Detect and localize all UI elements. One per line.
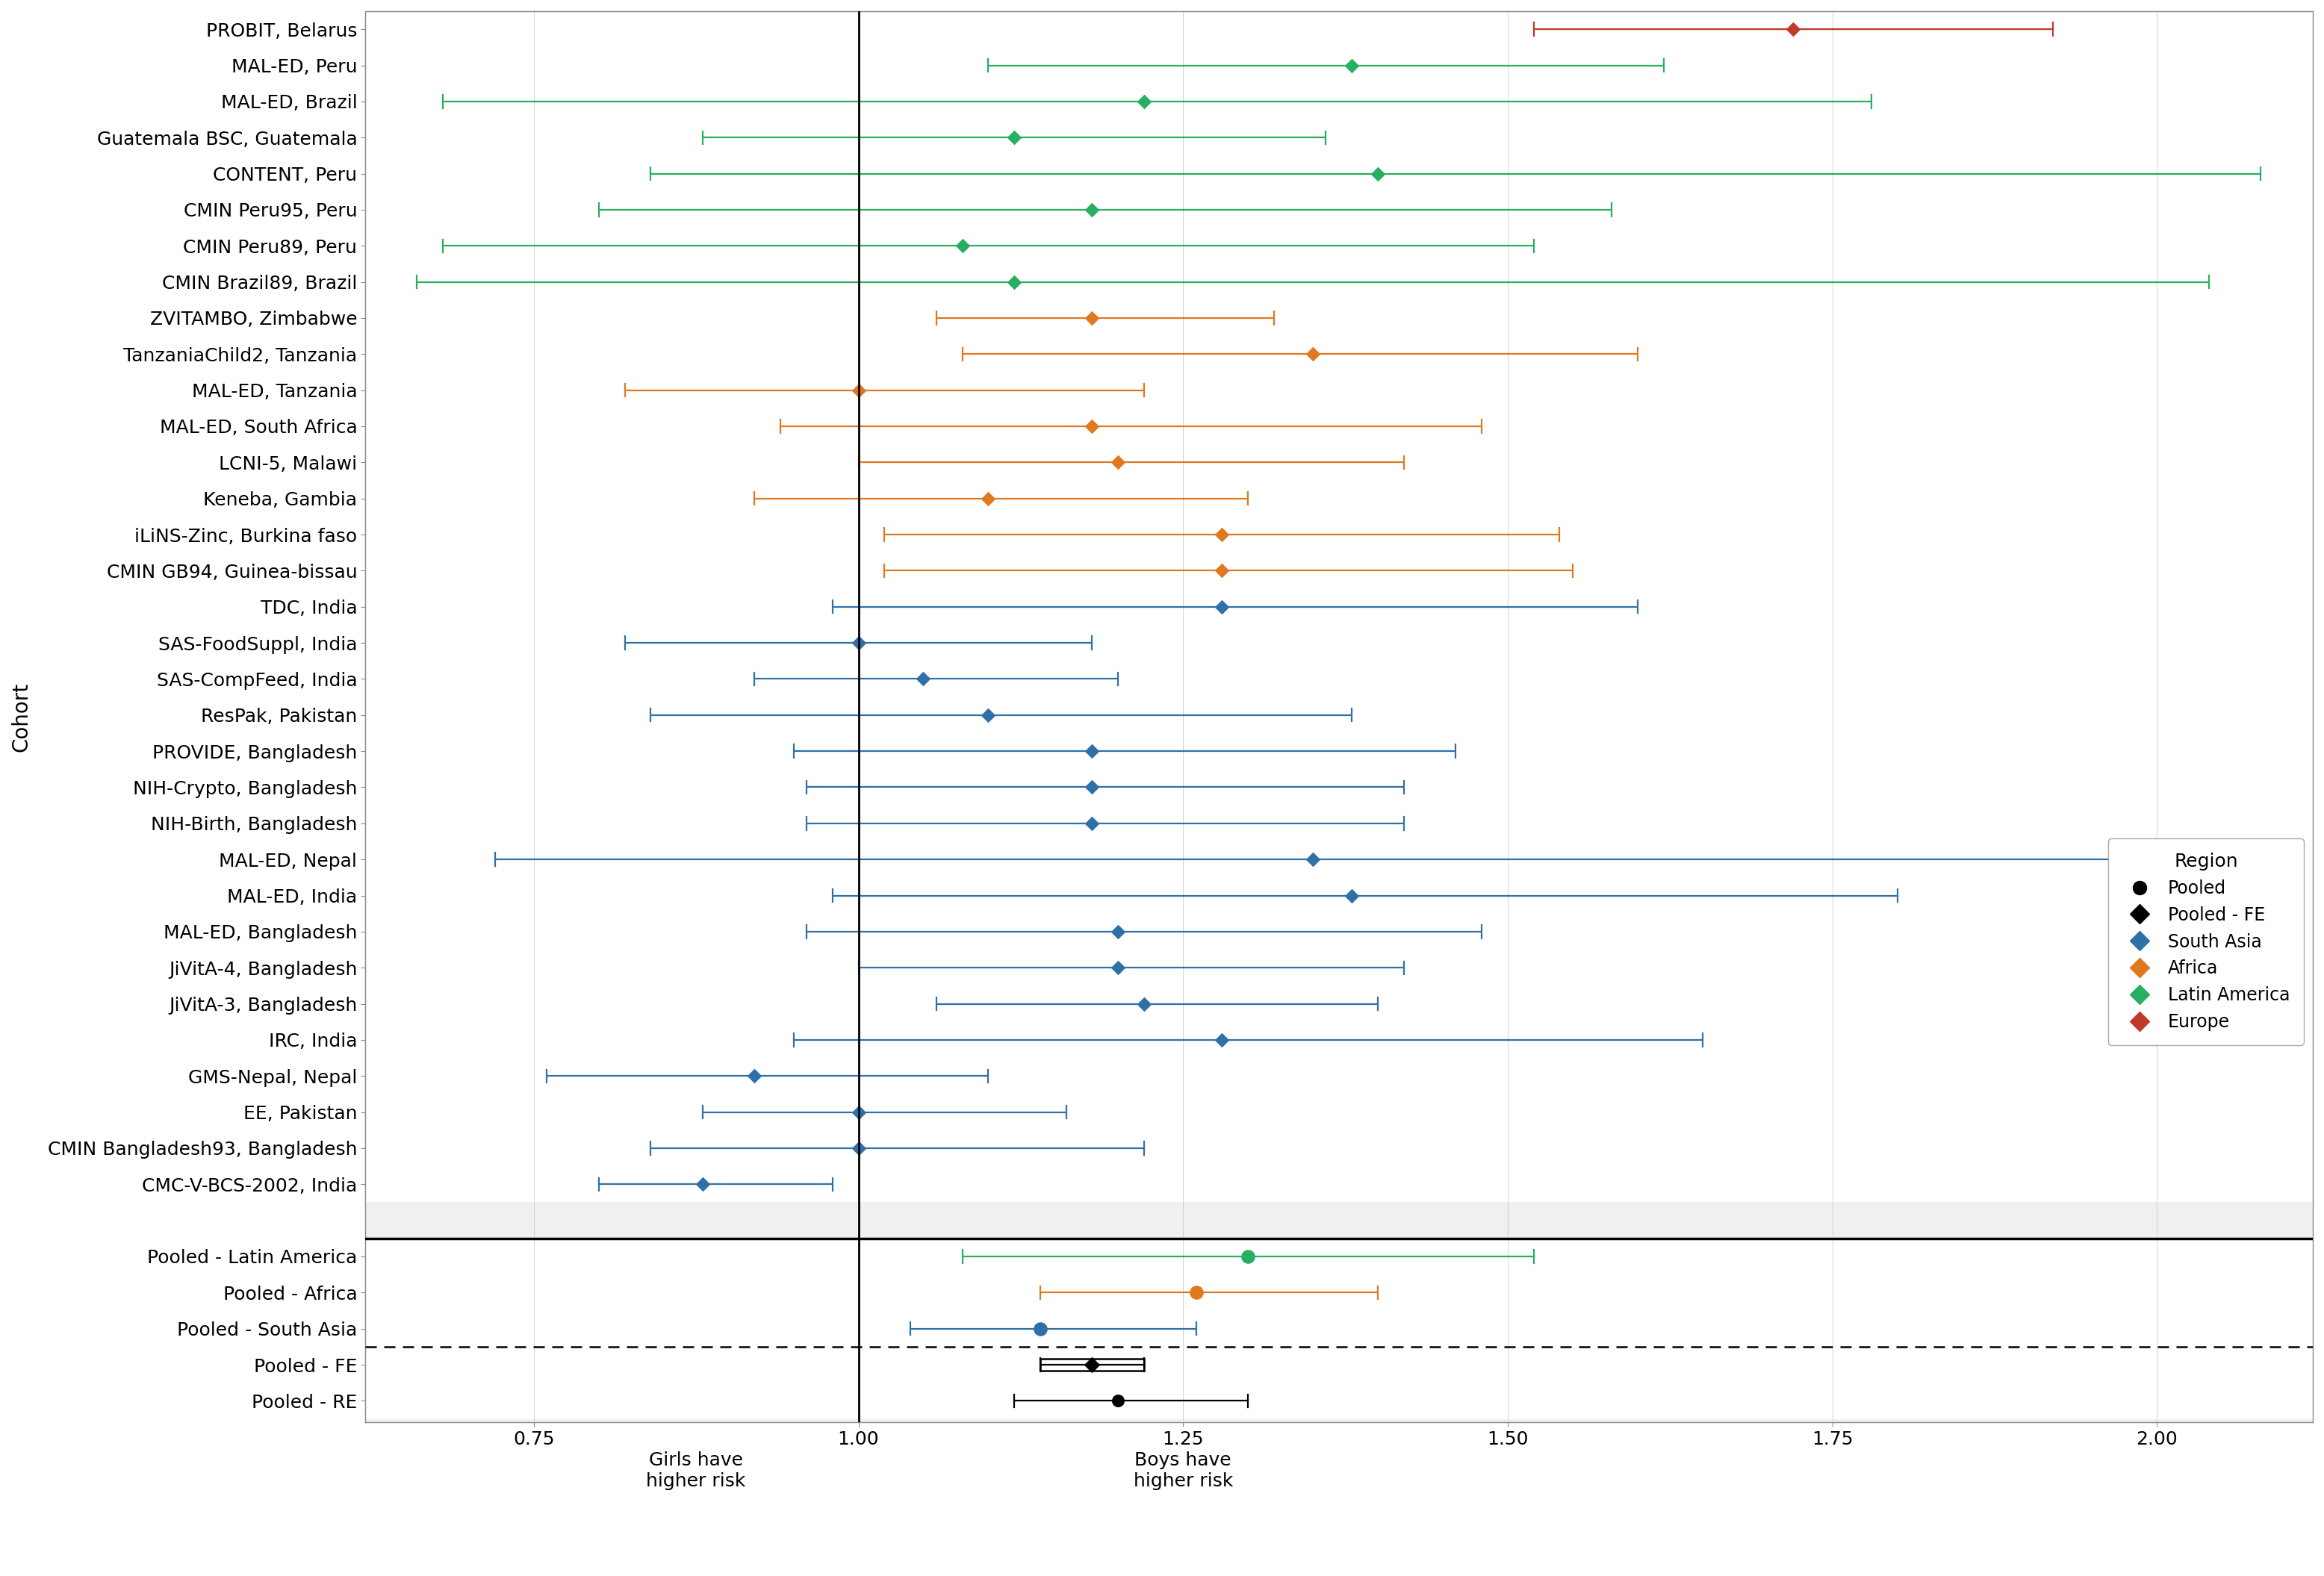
Point xyxy=(1204,594,1241,619)
Point xyxy=(1204,558,1241,583)
Point xyxy=(1204,522,1241,547)
Point xyxy=(1360,161,1397,186)
Point xyxy=(1074,775,1111,801)
Point xyxy=(1125,991,1162,1017)
Bar xyxy=(365,950,2312,985)
Bar xyxy=(365,47,2312,84)
Bar xyxy=(365,299,2312,336)
Bar xyxy=(365,589,2312,624)
Point xyxy=(1074,413,1111,438)
Bar xyxy=(365,11,2312,47)
Point xyxy=(683,1171,720,1196)
Text: Boys have
higher risk: Boys have higher risk xyxy=(1134,1451,1232,1489)
Bar xyxy=(365,842,2312,878)
Bar xyxy=(365,805,2312,842)
Bar xyxy=(365,1275,2312,1311)
Point xyxy=(1074,1352,1111,1377)
Point xyxy=(1023,1316,1060,1341)
Text: Girls have
higher risk: Girls have higher risk xyxy=(646,1451,746,1489)
Point xyxy=(1204,1028,1241,1053)
Point xyxy=(1229,1243,1267,1269)
Bar xyxy=(365,1021,2312,1057)
Bar xyxy=(365,878,2312,914)
Bar xyxy=(365,84,2312,120)
Bar xyxy=(365,1239,2312,1275)
Point xyxy=(1178,1280,1215,1305)
Point xyxy=(737,1064,774,1089)
Bar xyxy=(365,733,2312,769)
Point xyxy=(1074,739,1111,764)
Bar xyxy=(365,156,2312,192)
Bar xyxy=(365,660,2312,697)
Point xyxy=(1334,52,1371,77)
Bar xyxy=(365,444,2312,481)
Point xyxy=(1074,197,1111,222)
Bar xyxy=(365,553,2312,589)
Bar xyxy=(365,769,2312,805)
Bar xyxy=(365,229,2312,263)
Bar xyxy=(365,1130,2312,1166)
Bar xyxy=(365,914,2312,950)
Point xyxy=(1099,919,1136,944)
Point xyxy=(1099,955,1136,980)
Bar xyxy=(365,481,2312,517)
Bar xyxy=(365,1382,2312,1418)
Point xyxy=(839,1100,876,1125)
Point xyxy=(944,233,981,258)
Point xyxy=(839,630,876,656)
Point xyxy=(839,1136,876,1162)
Point xyxy=(1074,306,1111,331)
Bar xyxy=(365,263,2312,299)
Point xyxy=(1125,88,1162,113)
Bar xyxy=(365,336,2312,372)
Point xyxy=(995,125,1032,150)
Bar xyxy=(365,1094,2312,1130)
Bar xyxy=(365,408,2312,444)
Legend: Pooled, Pooled - FE, South Asia, Africa, Latin America, Europe: Pooled, Pooled - FE, South Asia, Africa,… xyxy=(2108,838,2303,1045)
Bar xyxy=(365,1166,2312,1202)
Bar xyxy=(365,517,2312,553)
Bar xyxy=(365,1311,2312,1347)
Point xyxy=(1776,17,1813,43)
Point xyxy=(969,703,1006,728)
Point xyxy=(969,485,1006,511)
Point xyxy=(904,667,941,692)
Point xyxy=(995,269,1032,295)
Point xyxy=(1099,1388,1136,1414)
Bar xyxy=(365,1057,2312,1094)
Point xyxy=(1294,342,1332,367)
Bar xyxy=(365,192,2312,229)
Bar xyxy=(365,372,2312,408)
Bar xyxy=(365,985,2312,1021)
Bar xyxy=(365,120,2312,156)
Point xyxy=(1334,883,1371,908)
Point xyxy=(1294,846,1332,872)
Bar xyxy=(1041,1359,1143,1371)
Bar xyxy=(365,697,2312,733)
Point xyxy=(1099,449,1136,474)
Bar xyxy=(365,1347,2312,1382)
Bar xyxy=(365,624,2312,660)
Point xyxy=(839,378,876,403)
Y-axis label: Cohort: Cohort xyxy=(12,682,33,752)
Point xyxy=(1074,810,1111,835)
